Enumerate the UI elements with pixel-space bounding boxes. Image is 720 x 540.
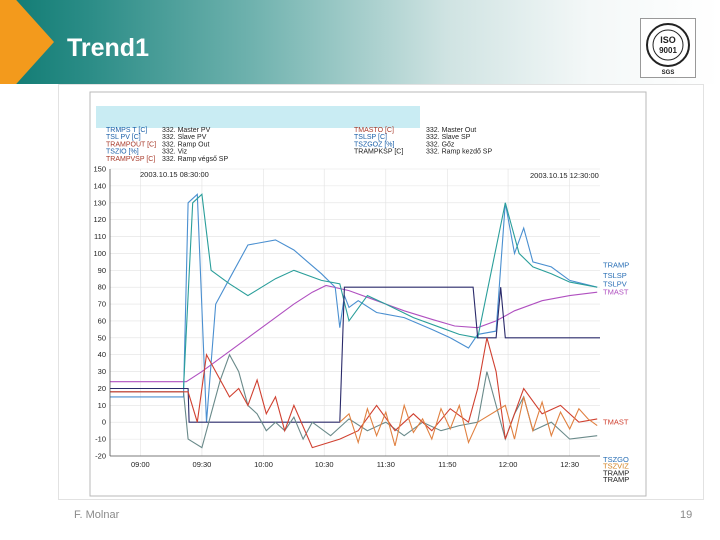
- y-tick-label: 10: [98, 401, 106, 410]
- y-tick-label: 140: [93, 181, 106, 190]
- legend-tag: TSZIO [%]: [106, 149, 139, 156]
- legend-text: 332. Slave SP: [426, 134, 471, 141]
- x-tick-label: 12:00: [499, 460, 518, 469]
- x-tick-label: 10:00: [254, 460, 273, 469]
- legend-tag: TSZGOZ [%]: [354, 141, 395, 148]
- legend-tag: TRAMPKSP [C]: [354, 149, 403, 156]
- series-end-label: TRAMP: [603, 468, 629, 477]
- legend-text: 332. Master Out: [426, 127, 476, 134]
- orange-arrow-icon: [0, 0, 54, 84]
- y-tick-label: 130: [93, 198, 106, 207]
- legend-text: 332. Ramp végső SP: [162, 156, 228, 163]
- series-end-label: TSZGO: [603, 455, 629, 464]
- x-tick-label: 10:30: [315, 460, 334, 469]
- iso-9001-seal-icon: ISO 9001 SGS: [640, 18, 696, 78]
- legend-text: 332. Gőz: [426, 141, 455, 148]
- x-tick-label: 11:30: [377, 460, 395, 469]
- legend-tag: TMASTO [C]: [354, 127, 394, 134]
- chart-frame: [89, 91, 647, 497]
- legend-tag: TRMPS T [C]: [106, 127, 147, 134]
- legend-text: 332. Viz: [162, 149, 188, 156]
- slide-header: Trend1 ISO 9001 SGS: [0, 0, 720, 84]
- x-tick-label: 11:50: [438, 460, 456, 469]
- series-end-label: TMAST: [603, 418, 629, 427]
- y-tick-label: -20: [95, 452, 106, 461]
- y-tick-label: 40: [98, 350, 106, 359]
- y-tick-label: 80: [98, 283, 106, 292]
- series-line-trampvsp: [110, 284, 598, 383]
- series: [110, 193, 600, 449]
- legend-tag: TSL PV [C]: [106, 134, 141, 141]
- y-tick-label: 0: [102, 418, 106, 427]
- legend-tag: TRAMPOUT [C]: [106, 141, 156, 148]
- logo-iso-text: ISO: [660, 35, 676, 45]
- y-tick-label: 50: [98, 333, 106, 342]
- legend-text: 332. Master PV: [162, 127, 211, 134]
- series-end-label: TSLPV: [603, 279, 627, 288]
- y-tick-label: 60: [98, 316, 106, 325]
- series-line-tslpv: [110, 193, 598, 390]
- trend-chart: TRMPS T [C] 332. Master PV TSL PV [C] 332. …: [89, 91, 647, 497]
- footer-author: F. Molnar: [74, 509, 120, 521]
- legend-tag: TRAMPVSP [C]: [106, 156, 155, 163]
- series-line-tslsp: [110, 193, 598, 423]
- series-end-label: TSLSP: [603, 271, 627, 280]
- slide-title: Trend1: [67, 34, 149, 62]
- y-tick-label: 150: [93, 165, 106, 174]
- series-line-tszviz: [339, 396, 598, 447]
- y-tick-label: 110: [94, 232, 106, 241]
- y-tick-label: 100: [93, 249, 106, 258]
- grid: [110, 168, 600, 457]
- y-tick-label: 90: [98, 266, 106, 275]
- series-end-label: TRAMP: [603, 475, 629, 484]
- legend-text: 332. Slave PV: [162, 134, 207, 141]
- legend-highlight: [96, 106, 420, 128]
- end-time-label: 2003.10.15 12:30:00: [530, 171, 599, 180]
- legend-tag: TSLSP [C]: [354, 134, 387, 141]
- x-tick-label: 09:30: [193, 460, 212, 469]
- y-tick-label: 120: [93, 215, 106, 224]
- y-tick-label: -10: [95, 435, 106, 444]
- start-time-label: 2003.10.15 08:30:00: [140, 170, 209, 179]
- x-tick-label: 09:00: [131, 460, 150, 469]
- series-end-label: TRAMP: [603, 261, 629, 270]
- y-tick-label: 30: [98, 367, 106, 376]
- page-number: 19: [680, 509, 693, 521]
- series-line-tmasto: [110, 337, 598, 449]
- y-tick-label: 20: [98, 384, 106, 393]
- x-tick-label: 12:30: [560, 460, 579, 469]
- legend: TRMPS T [C] 332. Master PV TSL PV [C] 332. …: [106, 127, 492, 163]
- logo-org-text: SGS: [662, 70, 675, 76]
- legend-text: 332. Ramp kezdő SP: [426, 149, 492, 156]
- legend-text: 332. Ramp Out: [162, 141, 210, 148]
- series-end-label: TSZVIZ: [603, 462, 629, 471]
- y-tick-label: 70: [98, 300, 106, 309]
- logo-number-text: 9001: [659, 46, 677, 55]
- series-end-label: TMAST: [603, 288, 629, 297]
- axes: 1501401301201101009080706050403020100-10…: [93, 165, 629, 485]
